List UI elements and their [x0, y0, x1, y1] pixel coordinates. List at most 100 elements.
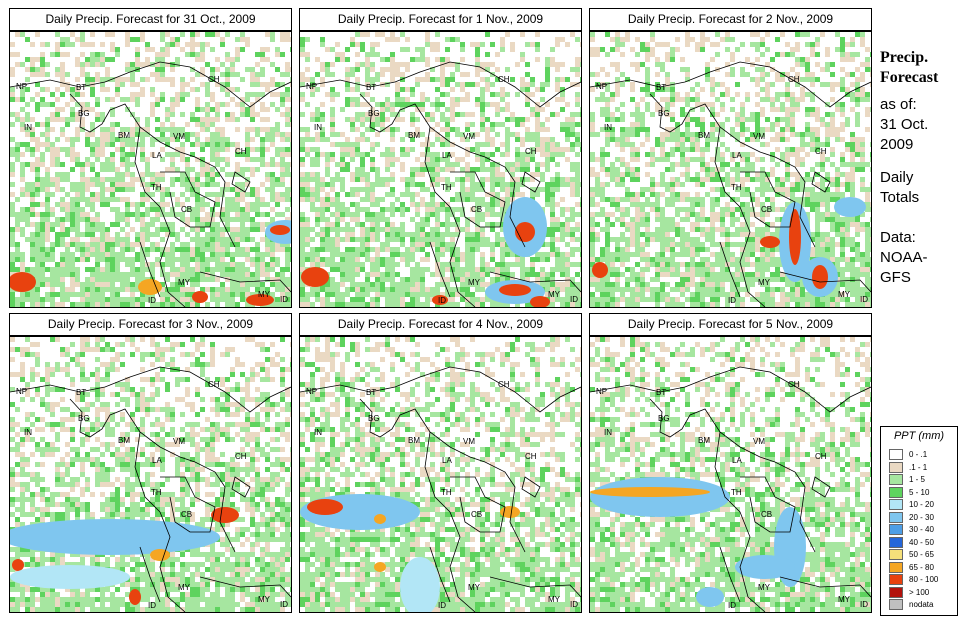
precip-cell — [610, 92, 615, 97]
precip-cell — [365, 72, 370, 77]
precip-cell — [255, 132, 260, 137]
precip-cell — [520, 117, 525, 122]
precip-cell — [330, 277, 335, 282]
precip-cell — [725, 62, 730, 67]
precip-cell — [220, 267, 225, 272]
precip-cell — [255, 62, 260, 67]
precip-cell — [95, 287, 100, 292]
precip-cell — [70, 87, 75, 92]
precip-cell — [100, 192, 105, 197]
precip-cell — [40, 252, 45, 257]
precip-cell — [90, 32, 95, 37]
precip-cell — [650, 47, 655, 52]
precip-cell — [135, 102, 140, 107]
precip-cell — [165, 222, 170, 227]
precip-cell — [830, 127, 835, 132]
precip-cell — [350, 147, 355, 152]
precip-cell — [105, 252, 110, 257]
precip-cell — [95, 297, 100, 302]
precip-cell — [315, 182, 320, 187]
precip-cell — [230, 67, 235, 72]
precip-cell — [65, 52, 70, 57]
precip-cell — [45, 147, 50, 152]
precip-cell — [495, 237, 500, 242]
precip-cell — [655, 192, 660, 197]
precip-cell — [90, 202, 95, 207]
precip-cell — [815, 172, 820, 177]
precip-cell — [805, 212, 810, 217]
precip-cell — [560, 287, 565, 292]
precip-cell — [260, 197, 265, 202]
precip-cell — [195, 122, 200, 127]
precip-cell — [855, 147, 860, 152]
precip-cell — [800, 77, 805, 82]
precip-cell — [810, 112, 815, 117]
precip-cell — [600, 107, 605, 112]
precip-cell — [420, 302, 425, 307]
precip-cell — [515, 257, 520, 262]
precip-cell — [365, 292, 370, 297]
precip-cell — [150, 102, 155, 107]
precip-cell — [90, 292, 95, 297]
precip-cell — [280, 137, 285, 142]
precip-cell — [485, 297, 490, 302]
precip-cell — [250, 227, 255, 232]
precip-cell — [255, 127, 260, 132]
precip-cell — [470, 207, 475, 212]
precip-cell — [55, 262, 60, 267]
precip-cell — [350, 237, 355, 242]
precip-cell — [80, 252, 85, 257]
precip-cell — [150, 297, 155, 302]
precip-cell — [115, 232, 120, 237]
precip-cell — [575, 162, 580, 167]
precip-cell — [50, 112, 55, 117]
precip-cell — [240, 47, 245, 52]
precip-cell — [90, 252, 95, 257]
precip-cell — [235, 217, 240, 222]
precip-cell — [15, 242, 20, 247]
precip-cell — [225, 52, 230, 57]
precip-cell — [480, 302, 485, 307]
precip-cell — [450, 107, 455, 112]
precip-cell — [460, 72, 465, 77]
precip-cell — [310, 247, 315, 252]
precip-cell — [155, 77, 160, 82]
precip-cell — [385, 177, 390, 182]
precip-cell — [165, 252, 170, 257]
precip-cell — [105, 247, 110, 252]
precip-cell — [320, 42, 325, 47]
precip-cell — [275, 162, 280, 167]
precip-cell — [55, 147, 60, 152]
precip-cell — [35, 272, 40, 277]
precip-cell — [385, 167, 390, 172]
precip-cell — [790, 187, 795, 192]
precip-cell — [540, 282, 545, 287]
precip-cell — [400, 237, 405, 242]
precip-cell — [20, 167, 25, 172]
precip-cell — [285, 92, 290, 97]
precip-cell — [755, 67, 760, 72]
precip-cell — [260, 182, 265, 187]
precip-cell — [485, 212, 490, 217]
precip-cell — [60, 262, 65, 267]
precip-cell — [610, 197, 615, 202]
precip-cell — [820, 152, 825, 157]
precip-cell — [600, 162, 605, 167]
precip-cell — [595, 182, 600, 187]
precip-cell — [405, 132, 410, 137]
precip-cell — [115, 52, 120, 57]
precip-cell — [860, 92, 865, 97]
precip-cell — [375, 142, 380, 147]
precip-cell — [555, 292, 560, 297]
precip-cell — [455, 247, 460, 252]
precip-cell — [35, 122, 40, 127]
precip-cell — [525, 72, 530, 77]
precip-cell — [95, 237, 100, 242]
precip-cell — [520, 122, 525, 127]
precip-cell — [280, 52, 285, 57]
precip-cell — [270, 142, 275, 147]
precip-cell — [495, 92, 500, 97]
precip-cell — [135, 62, 140, 67]
precip-cell — [405, 292, 410, 297]
precip-cell — [450, 77, 455, 82]
